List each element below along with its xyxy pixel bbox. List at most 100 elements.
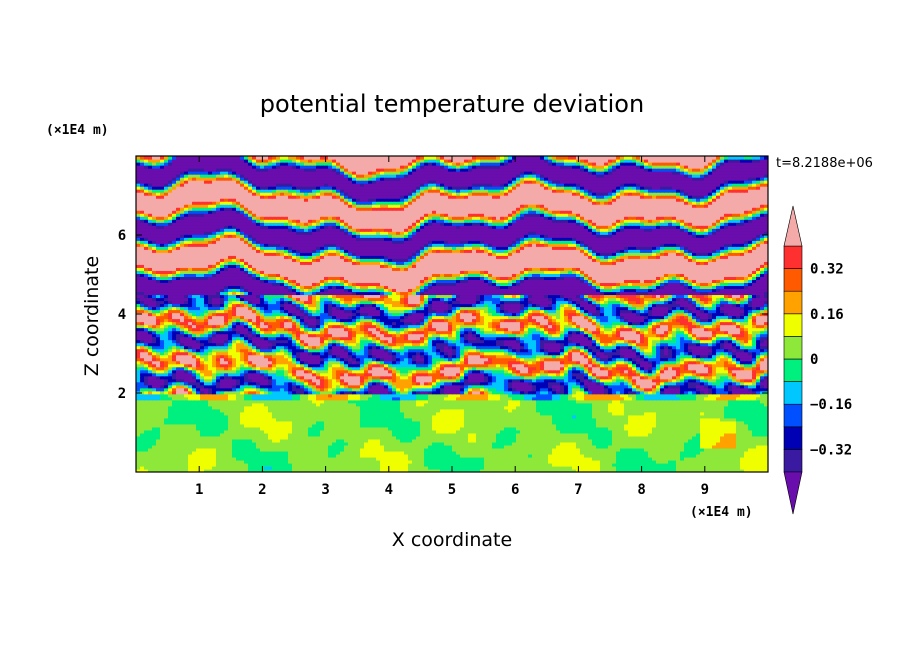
field-cell — [480, 390, 485, 395]
field-cell — [460, 402, 465, 407]
field-cell — [348, 450, 353, 455]
field-cell — [732, 393, 737, 398]
field-cell — [672, 429, 677, 434]
field-cell — [212, 381, 217, 386]
field-cell — [220, 456, 225, 461]
field-cell — [528, 402, 533, 407]
field-cell — [456, 465, 461, 470]
field-cell — [192, 438, 197, 443]
field-cell — [752, 453, 757, 458]
field-cell — [356, 444, 361, 449]
field-cell — [160, 465, 165, 470]
field-cell — [280, 450, 285, 455]
field-cell — [628, 399, 633, 404]
field-cell — [576, 453, 581, 458]
field-cell — [432, 435, 437, 440]
field-cell — [188, 432, 193, 437]
field-cell — [620, 453, 625, 458]
field-cell — [416, 396, 421, 401]
field-cell — [748, 462, 753, 467]
field-cell — [252, 465, 257, 470]
field-cell — [192, 378, 197, 383]
field-cell — [320, 447, 325, 452]
field-cell — [732, 411, 737, 416]
field-cell — [164, 468, 169, 472]
field-cell — [720, 405, 725, 410]
field-cell — [436, 420, 441, 425]
field-cell — [628, 462, 633, 467]
field-cell — [676, 426, 681, 431]
field-cell — [760, 420, 765, 425]
field-cell — [176, 441, 181, 446]
field-cell — [640, 465, 645, 470]
field-cell — [264, 438, 269, 443]
field-cell — [484, 387, 489, 392]
field-cell — [272, 426, 277, 431]
field-cell — [616, 417, 621, 422]
field-cell — [280, 411, 285, 416]
field-cell — [652, 468, 657, 472]
field-cell — [680, 423, 685, 428]
field-cell — [264, 399, 269, 404]
field-cell — [628, 450, 633, 455]
field-cell — [596, 393, 601, 398]
field-cell — [612, 456, 617, 461]
field-cell — [384, 390, 389, 395]
field-cell — [688, 459, 693, 464]
field-cell — [600, 387, 605, 392]
field-cell — [312, 435, 317, 440]
field-cell — [148, 468, 153, 472]
field-cell — [468, 408, 473, 413]
field-cell — [440, 444, 445, 449]
field-cell — [584, 465, 589, 470]
field-cell — [284, 381, 289, 386]
field-cell — [608, 441, 613, 446]
field-cell — [468, 429, 473, 434]
field-cell — [448, 468, 453, 472]
field-cell — [204, 450, 209, 455]
field-cell — [168, 435, 173, 440]
field-cell — [136, 423, 141, 428]
field-cell — [484, 450, 489, 455]
field-cell — [456, 393, 461, 398]
field-cell — [528, 453, 533, 458]
field-cell — [344, 435, 349, 440]
field-cell — [516, 402, 521, 407]
field-cell — [148, 420, 153, 425]
field-cell — [528, 450, 533, 455]
field-cell — [688, 384, 693, 389]
field-cell — [676, 441, 681, 446]
field-cell — [200, 462, 205, 467]
field-cell — [388, 429, 393, 434]
field-cell — [264, 459, 269, 464]
field-cell — [292, 378, 297, 383]
field-cell — [664, 459, 669, 464]
field-cell — [340, 408, 345, 413]
field-cell — [144, 459, 149, 464]
field-cell — [540, 456, 545, 461]
field-cell — [240, 450, 245, 455]
field-cell — [328, 447, 333, 452]
field-cell — [724, 450, 729, 455]
field-cell — [736, 399, 741, 404]
field-cell — [168, 453, 173, 458]
field-cell — [272, 420, 277, 425]
field-cell — [188, 417, 193, 422]
field-cell — [460, 417, 465, 422]
field-cell — [204, 390, 209, 395]
field-cell — [444, 390, 449, 395]
field-cell — [524, 465, 529, 470]
field-cell — [228, 453, 233, 458]
field-cell — [328, 384, 333, 389]
field-cell — [496, 429, 501, 434]
field-cell — [520, 414, 525, 419]
field-cell — [548, 381, 553, 386]
field-cell — [604, 414, 609, 419]
field-cell — [504, 453, 509, 458]
field-cell — [428, 462, 433, 467]
field-cell — [320, 441, 325, 446]
field-cell — [356, 417, 361, 422]
field-cell — [648, 387, 653, 392]
field-cell — [320, 399, 325, 404]
field-cell — [372, 378, 377, 383]
